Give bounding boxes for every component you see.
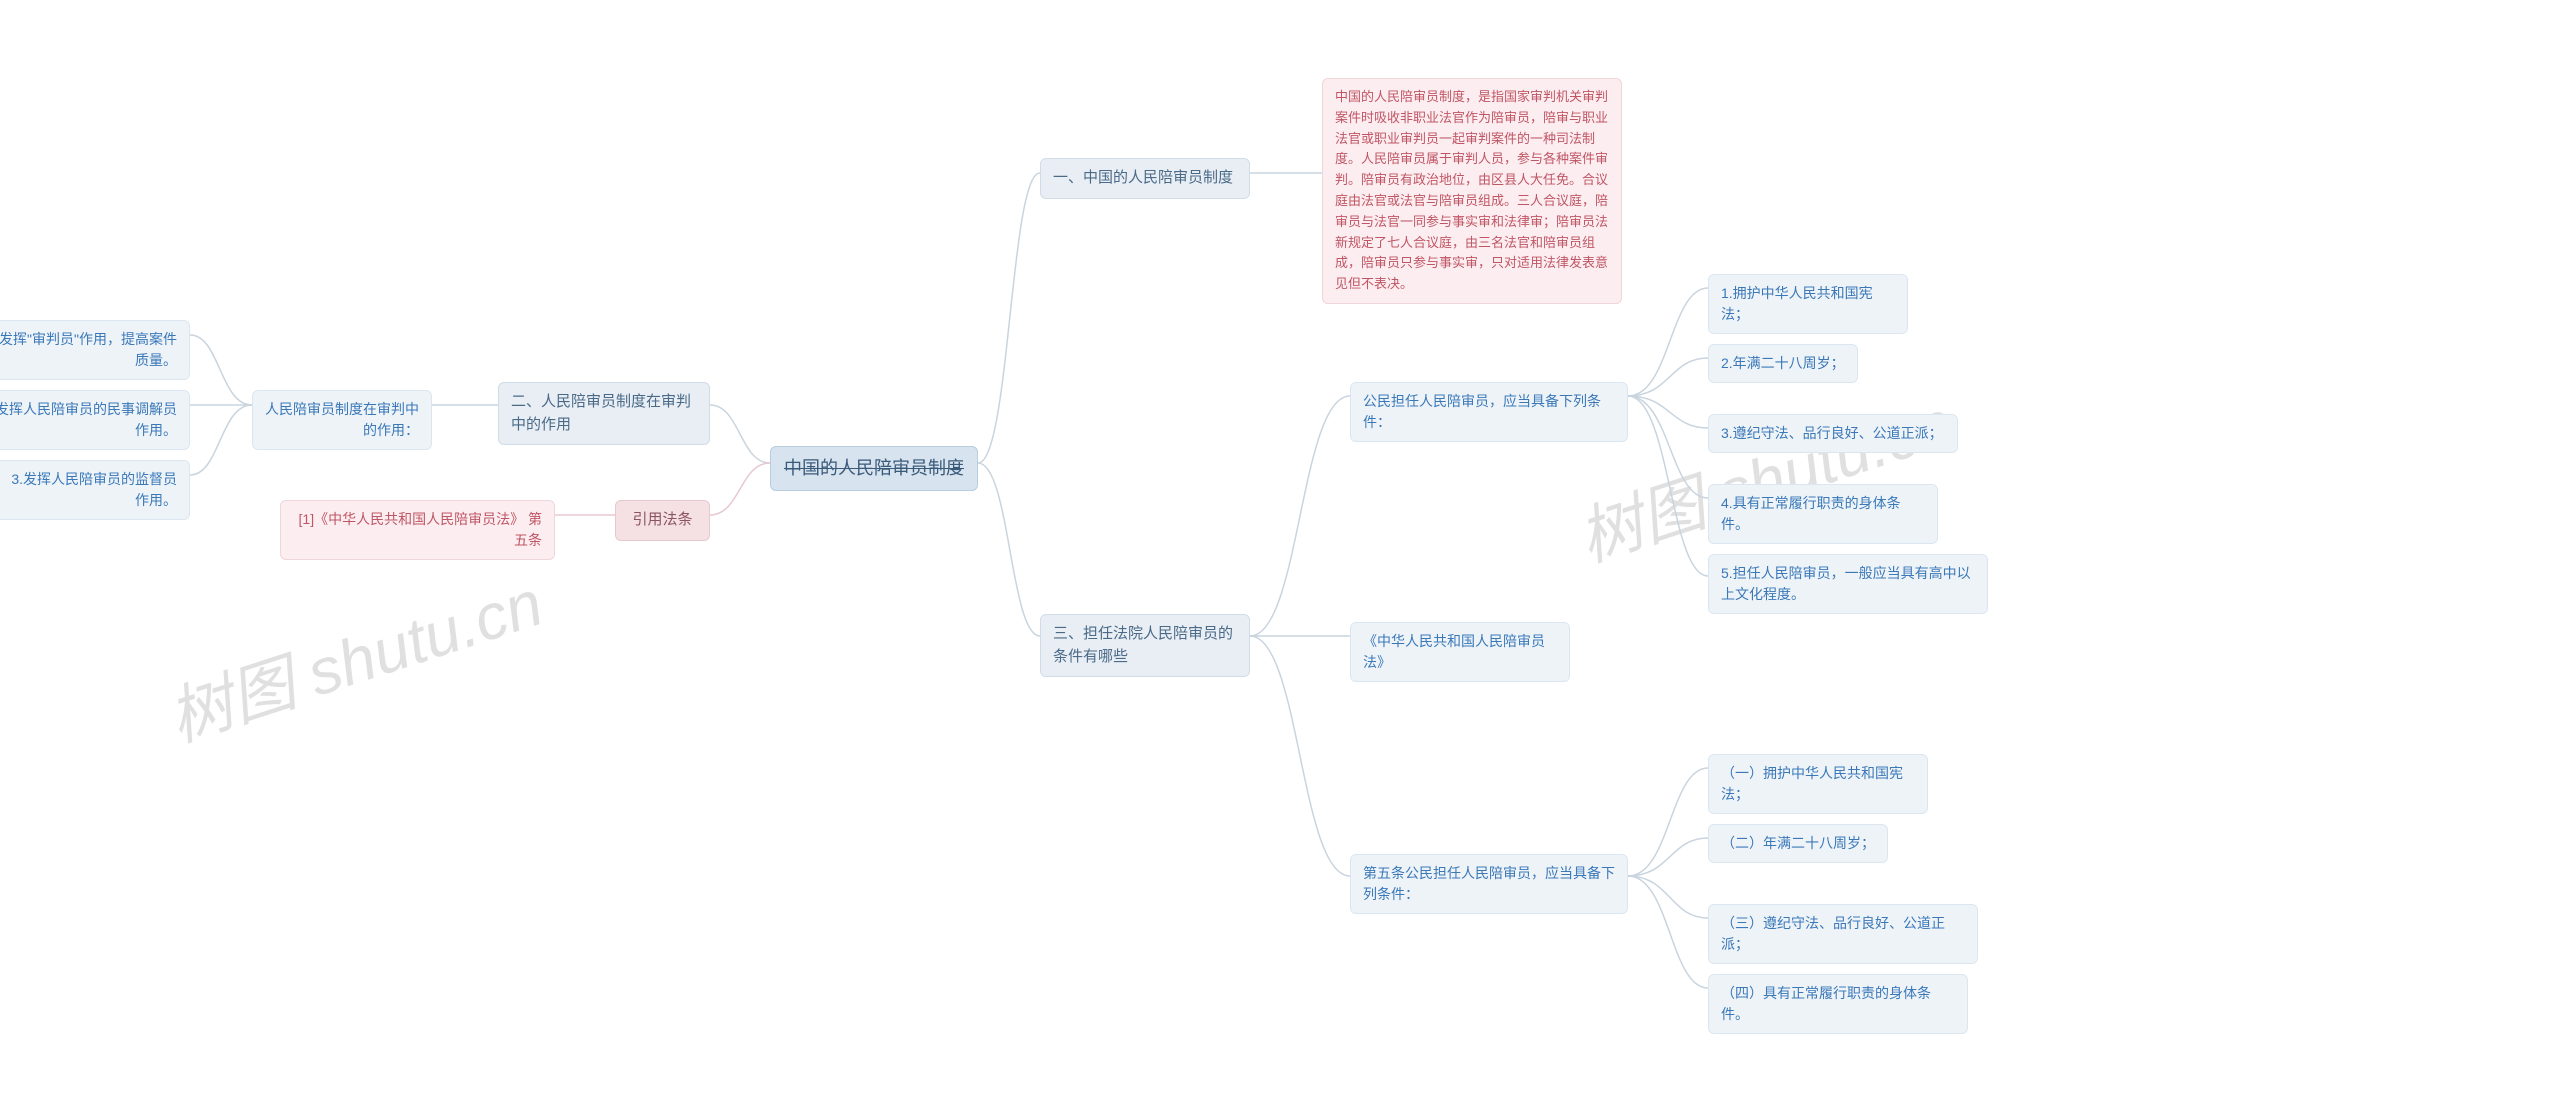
citation-item: [1]《中华人民共和国人民陪审员法》 第五条 <box>280 500 555 560</box>
section2-item1: 1.发挥"审判员"作用，提高案件质量。 <box>0 320 190 380</box>
section3-group1-item4: 4.具有正常履行职责的身体条件。 <box>1708 484 1938 544</box>
section1-desc: 中国的人民陪审员制度，是指国家审判机关审判案件时吸收非职业法官作为陪审员，陪审与… <box>1322 78 1622 304</box>
section2-item3: 3.发挥人民陪审员的监督员作用。 <box>0 460 190 520</box>
section1-node: 一、中国的人民陪审员制度 <box>1040 158 1250 199</box>
section3-group1-item5: 5.担任人民陪审员，一般应当具有高中以上文化程度。 <box>1708 554 1988 614</box>
section3-node: 三、担任法院人民陪审员的条件有哪些 <box>1040 614 1250 677</box>
citation-node: 引用法条 <box>615 500 710 541</box>
section2-node: 二、人民陪审员制度在审判中的作用 <box>498 382 710 445</box>
section3-group1-item1: 1.拥护中华人民共和国宪法； <box>1708 274 1908 334</box>
watermark-left: 树图 shutu.cn <box>155 552 552 759</box>
section3-group1-item2: 2.年满二十八周岁； <box>1708 344 1858 383</box>
section3-group2-item4: （四）具有正常履行职责的身体条件。 <box>1708 974 1968 1034</box>
section3-group2-item3: （三）遵纪守法、品行良好、公道正派； <box>1708 904 1978 964</box>
section3-group2-item1: （一）拥护中华人民共和国宪法； <box>1708 754 1928 814</box>
section3-group1-label: 公民担任人民陪审员，应当具备下列条件： <box>1350 382 1628 442</box>
root-node: 中国的人民陪审员制度 <box>770 446 978 491</box>
section3-lawref: 《中华人民共和国人民陪审员法》 <box>1350 622 1570 682</box>
section3-group1-item3: 3.遵纪守法、品行良好、公道正派； <box>1708 414 1958 453</box>
section3-group2-item2: （二）年满二十八周岁； <box>1708 824 1888 863</box>
section2-sub: 人民陪审员制度在审判中的作用： <box>252 390 432 450</box>
section3-group2-label: 第五条公民担任人民陪审员，应当具备下列条件： <box>1350 854 1628 914</box>
section2-item2: 2.注重发挥人民陪审员的民事调解员作用。 <box>0 390 190 450</box>
